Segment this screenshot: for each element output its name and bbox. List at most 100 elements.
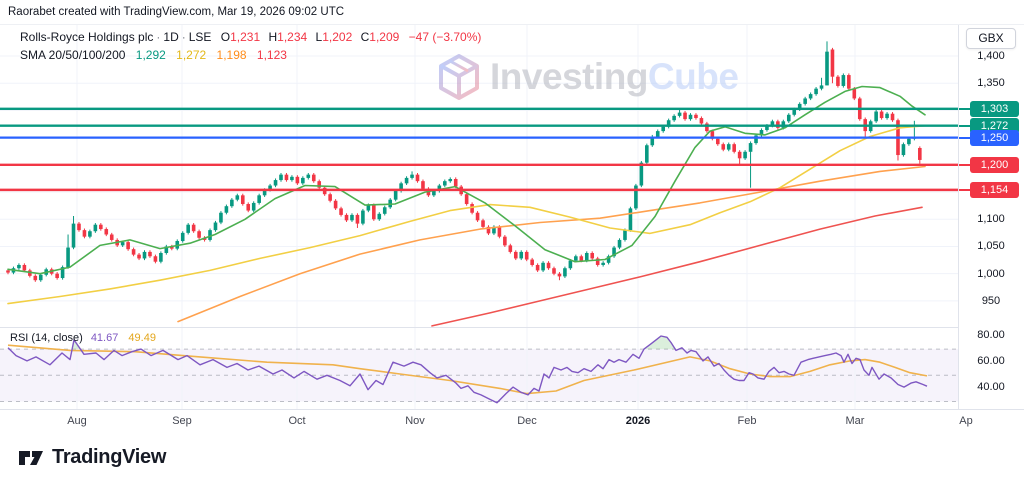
- candle: [743, 151, 747, 159]
- candle: [803, 98, 807, 104]
- time-axis-label: Dec: [517, 415, 537, 427]
- candle: [879, 111, 884, 119]
- candle: [786, 114, 791, 122]
- candle: [382, 207, 387, 214]
- high-value: 1,234: [277, 30, 308, 44]
- price-level-stub: [959, 188, 970, 191]
- candle: [901, 144, 906, 156]
- candle: [186, 224, 190, 233]
- candle: [88, 231, 92, 237]
- candle: [634, 185, 638, 209]
- rsi-band: [0, 349, 958, 402]
- candle: [710, 131, 715, 139]
- symbol-legend-row[interactable]: Rolls-Royce Holdings plc · 1D · LSE O1,231 H…: [20, 29, 481, 46]
- candle: [705, 123, 709, 132]
- candle: [852, 88, 857, 99]
- sma50-value: 1,272: [176, 48, 207, 62]
- candle: [82, 230, 87, 237]
- candle: [295, 176, 300, 184]
- candle: [836, 76, 840, 86]
- candle: [552, 268, 556, 274]
- price-tick-label: 1,400: [977, 50, 1005, 63]
- price-pane[interactable]: InvestingCube Rolls-Royce Holdings plc · 1…: [0, 25, 958, 327]
- open-label: O: [220, 30, 231, 44]
- candle: [513, 251, 518, 259]
- candle: [191, 224, 196, 232]
- candle: [208, 230, 212, 240]
- rsi-chart[interactable]: [0, 328, 958, 409]
- price-level-badge: 1,303: [970, 100, 1019, 117]
- rsi-overbought-fill: [8, 336, 684, 350]
- candle: [628, 208, 633, 231]
- candle: [344, 214, 349, 221]
- candle: [661, 126, 665, 132]
- candle: [153, 256, 158, 262]
- candle: [666, 120, 671, 127]
- candle: [410, 174, 414, 178]
- rsi-ma-value: 49.49: [128, 332, 156, 344]
- candle: [563, 268, 567, 277]
- candle: [339, 208, 343, 215]
- sma20-line: [7, 85, 926, 275]
- candle: [213, 222, 218, 231]
- rsi-value: 41.67: [90, 332, 119, 344]
- candle: [748, 143, 753, 152]
- attribution-bar: Raorabet created with TradingView.com, M…: [0, 0, 1024, 24]
- time-axis-label: Ap: [959, 415, 973, 427]
- tradingview-brand-text[interactable]: TradingView: [52, 446, 167, 468]
- price-level-badge: 1,200: [970, 156, 1019, 173]
- candle: [623, 230, 627, 240]
- candle: [448, 178, 453, 182]
- candle: [503, 236, 507, 246]
- candle: [159, 252, 163, 262]
- low-label: L: [315, 30, 323, 44]
- candle: [142, 251, 147, 259]
- candle: [765, 125, 769, 131]
- candlestick-chart[interactable]: [0, 25, 958, 327]
- candle: [508, 245, 513, 252]
- price-level-badge: 1,154: [970, 181, 1019, 198]
- currency-toggle-button[interactable]: GBX: [966, 28, 1016, 49]
- candle: [38, 274, 43, 281]
- candle: [443, 181, 447, 186]
- low-value: 1,202: [322, 30, 353, 44]
- sma50-line: [7, 124, 926, 305]
- candle: [819, 85, 824, 89]
- candle: [60, 267, 65, 279]
- price-level-badge: 1,250: [970, 129, 1019, 146]
- time-axis-label: Oct: [288, 415, 306, 427]
- candle: [683, 112, 687, 120]
- candle: [284, 174, 289, 181]
- tradingview-logo-icon[interactable]: [16, 444, 46, 472]
- rsi-tick-label: 40.00: [977, 381, 1005, 394]
- footer: TradingView: [0, 432, 1024, 484]
- candle: [568, 260, 573, 269]
- candle: [99, 224, 103, 230]
- candle: [148, 251, 152, 257]
- time-axis-label: Feb: [737, 415, 757, 427]
- price-level-stub: [959, 163, 970, 166]
- rsi-legend-row[interactable]: RSI (14, close) 41.67 49.49: [10, 332, 156, 344]
- interval-label: 1D: [163, 30, 179, 44]
- candle: [481, 220, 485, 227]
- price-tick-label: 1,000: [977, 267, 1005, 280]
- candle: [492, 226, 496, 234]
- candle: [71, 223, 76, 248]
- candle: [677, 112, 682, 116]
- candle: [197, 231, 201, 238]
- candle: [421, 181, 425, 189]
- sma-legend-row[interactable]: SMA 20/50/100/200 1,292 1,272 1,198 1,12…: [20, 47, 481, 64]
- candle: [732, 144, 736, 152]
- price-axis[interactable]: GBX 1,400 1,350 1,100 1,050 1,000 950 1,303 1,2…: [958, 25, 1024, 409]
- time-axis[interactable]: Aug Sep Oct Nov Dec 2026 Feb Mar Ap: [0, 409, 1024, 433]
- candle: [120, 242, 125, 246]
- candle: [847, 75, 851, 89]
- candle: [617, 239, 622, 248]
- candle: [257, 195, 261, 203]
- candle: [453, 178, 458, 187]
- candle: [372, 205, 376, 220]
- candle: [328, 194, 332, 201]
- rsi-pane[interactable]: RSI (14, close) 41.67 49.49: [0, 327, 958, 409]
- sma200-value: 1,123: [256, 48, 287, 62]
- candle: [235, 195, 240, 200]
